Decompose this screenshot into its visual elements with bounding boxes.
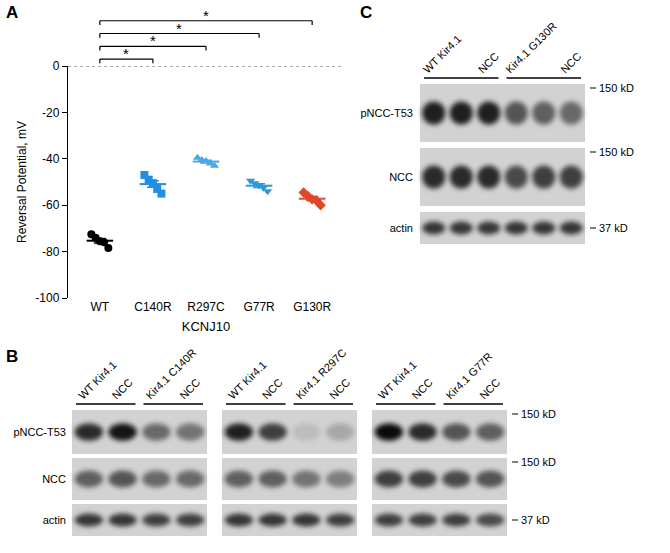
svg-text:WT Kir4.1: WT Kir4.1 xyxy=(226,358,269,401)
svg-text:pNCC-T53: pNCC-T53 xyxy=(360,107,413,119)
svg-text:actin: actin xyxy=(390,222,413,234)
svg-text:G130R: G130R xyxy=(293,300,331,314)
svg-text:0: 0 xyxy=(53,59,60,73)
svg-text:R297C: R297C xyxy=(187,300,225,314)
svg-text:150 kD: 150 kD xyxy=(521,408,556,420)
svg-text:WT: WT xyxy=(91,300,110,314)
svg-text:NCC: NCC xyxy=(260,376,285,401)
svg-text:A: A xyxy=(6,3,18,22)
svg-text:-20: -20 xyxy=(42,106,60,120)
svg-text:pNCC-T53: pNCC-T53 xyxy=(13,426,66,438)
svg-text:G77R: G77R xyxy=(243,300,275,314)
svg-text:NCC: NCC xyxy=(42,473,66,485)
svg-text:KCNJ10: KCNJ10 xyxy=(182,319,230,334)
svg-text:-60: -60 xyxy=(42,198,60,212)
svg-text:NCC: NCC xyxy=(477,376,502,401)
svg-text:150 kD: 150 kD xyxy=(599,146,634,158)
svg-text:Kir4.1 G130R: Kir4.1 G130R xyxy=(503,20,559,76)
svg-text:C140R: C140R xyxy=(134,300,172,314)
svg-text:*: * xyxy=(123,45,129,62)
svg-text:C: C xyxy=(360,3,372,22)
svg-text:WT Kir4.1: WT Kir4.1 xyxy=(376,358,419,401)
svg-text:37 kD: 37 kD xyxy=(521,514,550,526)
svg-text:NCC: NCC xyxy=(476,50,501,75)
svg-text:*: * xyxy=(150,32,156,49)
svg-text:WT Kir4.1: WT Kir4.1 xyxy=(76,358,119,401)
svg-text:-80: -80 xyxy=(42,245,60,259)
svg-text:37 kD: 37 kD xyxy=(599,222,628,234)
svg-text:*: * xyxy=(176,20,182,37)
svg-text:NCC: NCC xyxy=(177,376,202,401)
svg-text:B: B xyxy=(6,347,18,366)
svg-text:Kir4.1 R297C: Kir4.1 R297C xyxy=(293,346,348,401)
svg-text:-40: -40 xyxy=(42,152,60,166)
svg-text:NCC: NCC xyxy=(389,171,413,183)
svg-text:*: * xyxy=(203,7,209,24)
svg-text:Kir4.1 G77R: Kir4.1 G77R xyxy=(443,350,494,401)
svg-text:Kir4.1 C140R: Kir4.1 C140R xyxy=(143,346,198,401)
svg-text:NCC: NCC xyxy=(110,376,135,401)
svg-text:actin: actin xyxy=(43,514,66,526)
svg-text:NCC: NCC xyxy=(327,376,352,401)
svg-text:-100: -100 xyxy=(35,291,59,305)
svg-text:NCC: NCC xyxy=(410,376,435,401)
svg-text:150 kD: 150 kD xyxy=(599,82,634,94)
svg-text:150 kD: 150 kD xyxy=(521,456,556,468)
svg-text:Reversal Potential, mV: Reversal Potential, mV xyxy=(15,121,29,243)
svg-text:NCC: NCC xyxy=(558,50,583,75)
svg-text:WT Kir4.1: WT Kir4.1 xyxy=(421,32,464,75)
